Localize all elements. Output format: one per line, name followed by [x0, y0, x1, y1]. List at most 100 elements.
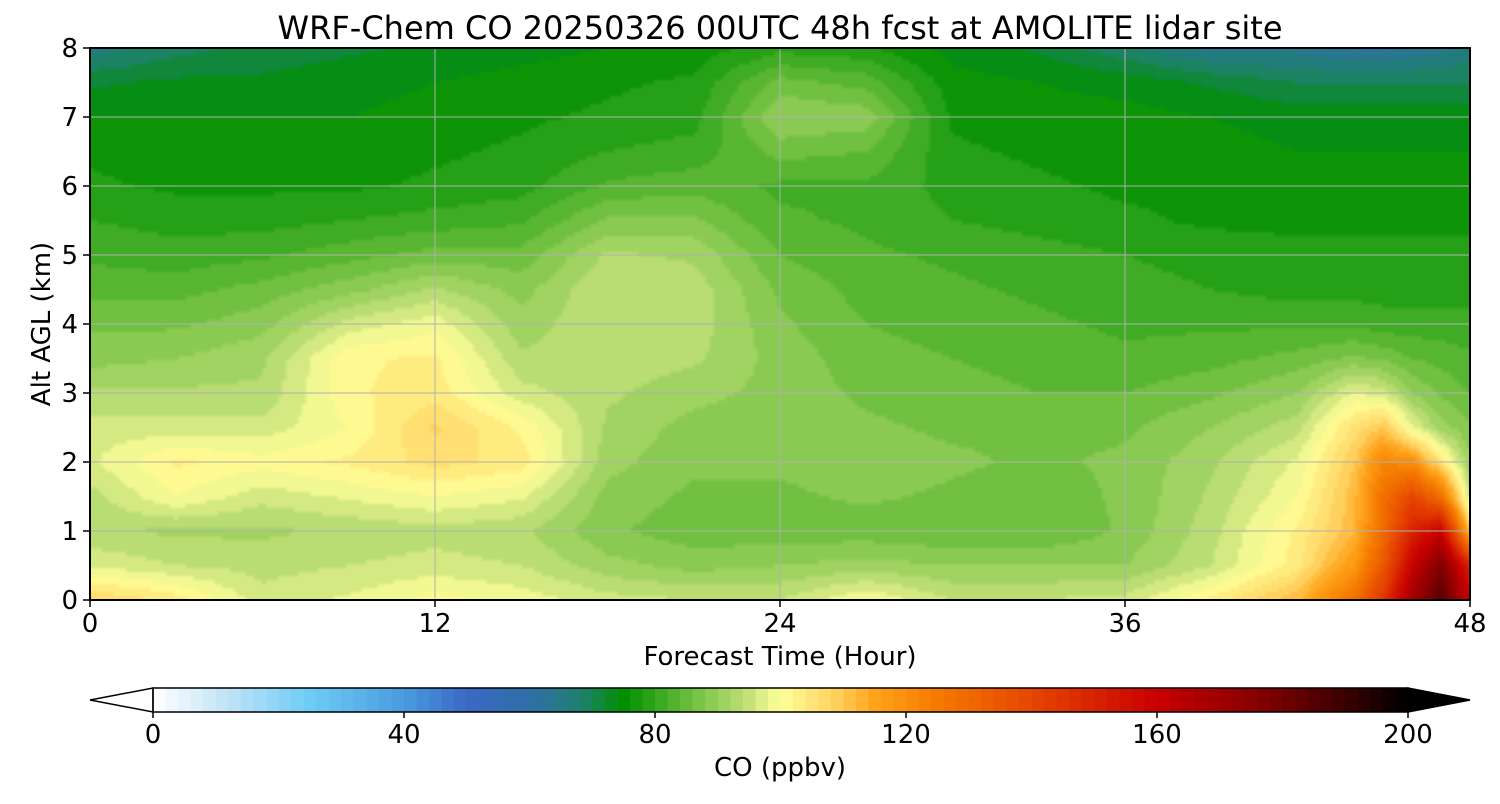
- colorbar-segment: [705, 688, 719, 712]
- colorbar-segment: [1282, 688, 1296, 712]
- colorbar-segment: [316, 688, 330, 712]
- colorbar-segment: [1332, 688, 1346, 712]
- colorbar-segment: [416, 688, 430, 712]
- colorbar-segment: [278, 688, 292, 712]
- colorbar-segment: [1232, 688, 1246, 712]
- colorbar-segment: [1395, 688, 1409, 712]
- colorbar-segment: [516, 688, 531, 712]
- colorbar-segment: [629, 688, 644, 712]
- colorbar-segment: [617, 688, 631, 712]
- colorbar-segment: [880, 688, 895, 712]
- colorbar-segment: [1131, 688, 1146, 712]
- y-tick-label: 7: [61, 103, 78, 133]
- colorbar-segment: [466, 688, 480, 712]
- colorbar-label: CO (ppbv): [714, 753, 846, 783]
- colorbar-segment: [793, 688, 807, 712]
- chart-title: WRF-Chem CO 20250326 00UTC 48h fcst at A…: [277, 9, 1282, 47]
- y-tick-label: 4: [61, 310, 78, 340]
- colorbar-segment: [893, 688, 907, 712]
- colorbar-segment: [1257, 688, 1271, 712]
- colorbar-tick-label: 120: [881, 720, 931, 750]
- colorbar-segment: [529, 688, 543, 712]
- colorbar-tick-label: 80: [638, 720, 671, 750]
- colorbar: 0 40 80 120 160 200: [89, 687, 1471, 750]
- colorbar-segment: [1244, 688, 1258, 712]
- colorbar-segment: [956, 688, 970, 712]
- x-tick-label: 24: [763, 609, 796, 639]
- colorbar-segment: [692, 688, 706, 712]
- colorbar-segment: [680, 688, 694, 712]
- colorbar-segment: [391, 688, 405, 712]
- x-axis-label: Forecast Time (Hour): [643, 642, 916, 672]
- colorbar-tick-label: 0: [145, 720, 162, 750]
- colorbar-segment: [667, 688, 681, 712]
- y-tick-label: 5: [61, 241, 78, 271]
- colorbar-segment: [190, 688, 204, 712]
- colorbar-segment: [830, 688, 844, 712]
- colorbar-segment: [717, 688, 731, 712]
- colorbar-segment: [504, 688, 518, 712]
- colorbar-segment: [918, 688, 932, 712]
- y-axis-label: Alt AGL (km): [27, 242, 57, 406]
- colorbar-segment: [1044, 688, 1058, 712]
- y-tick-label: 3: [61, 379, 78, 409]
- colorbar-segment: [1119, 688, 1133, 712]
- colorbar-segment: [404, 688, 418, 712]
- colorbar-segment: [604, 688, 618, 712]
- colorbar-segment: [165, 688, 179, 712]
- colorbar-extend-high: [1407, 687, 1471, 713]
- colorbar-segment: [1182, 688, 1196, 712]
- colorbar-segment: [579, 688, 593, 712]
- colorbar-segment: [993, 688, 1007, 712]
- colorbar-segment: [178, 688, 192, 712]
- colorbar-segment: [1106, 688, 1120, 712]
- colorbar-segment: [1307, 688, 1321, 712]
- colorbar-segment: [1018, 688, 1033, 712]
- colorbar-segment: [542, 688, 556, 712]
- colorbar-segment: [341, 688, 355, 712]
- colorbar-segment: [554, 688, 568, 712]
- colorbar-segment: [1157, 688, 1171, 712]
- colorbar-segment: [767, 688, 782, 712]
- colorbar-segment: [780, 688, 794, 712]
- colorbar-frame: [152, 687, 1409, 713]
- colorbar-segment: [1269, 688, 1284, 712]
- colorbar-segment: [1006, 688, 1020, 712]
- colorbar-segment: [1345, 688, 1359, 712]
- colorbar-segment: [1031, 688, 1045, 712]
- y-tick-label: 8: [61, 34, 78, 64]
- colorbar-segment: [240, 688, 254, 712]
- colorbar-segment: [943, 688, 957, 712]
- colorbar-segment: [366, 688, 380, 712]
- x-tick-label: 36: [1108, 609, 1141, 639]
- colorbar-segment: [855, 688, 869, 712]
- colorbar-segment: [1357, 688, 1371, 712]
- y-tick-label: 1: [61, 517, 78, 547]
- colorbar-segment: [1081, 688, 1095, 712]
- colorbar-segment: [265, 688, 280, 712]
- colorbar-segment: [291, 688, 305, 712]
- colorbar-segment: [1194, 688, 1208, 712]
- colorbar-segment: [153, 688, 167, 712]
- x-tick-label: 48: [1453, 609, 1486, 639]
- colorbar-segment: [567, 688, 581, 712]
- colorbar-segment: [491, 688, 505, 712]
- colorbar-segment: [931, 688, 945, 712]
- colorbar-segment: [1382, 688, 1397, 712]
- colorbar-segment: [742, 688, 756, 712]
- colorbar-segment: [215, 688, 229, 712]
- colorbar-segment: [253, 688, 267, 712]
- colorbar-segment: [818, 688, 832, 712]
- colorbar-segment: [730, 688, 744, 712]
- colorbar-segment: [868, 688, 882, 712]
- colorbar-segment: [1069, 688, 1083, 712]
- colorbar-segment: [592, 688, 606, 712]
- colorbar-tick-label: 160: [1132, 720, 1182, 750]
- x-tick-label: 12: [418, 609, 451, 639]
- colorbar-segment: [655, 688, 669, 712]
- colorbar-segment: [429, 688, 443, 712]
- colorbar-segment: [755, 688, 769, 712]
